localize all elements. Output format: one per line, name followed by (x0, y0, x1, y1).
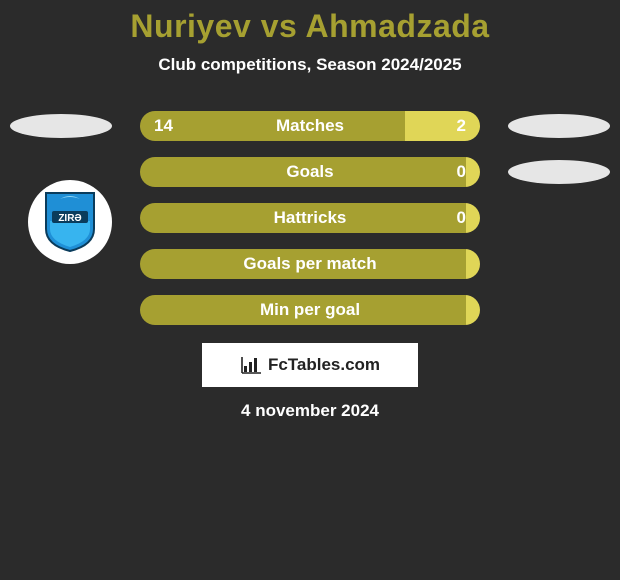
footer-date: 4 november 2024 (0, 401, 620, 421)
stat-bar: Goals per match (140, 249, 480, 279)
brand-text: FcTables.com (268, 355, 380, 375)
stat-bar-right (466, 249, 480, 279)
brand-footer: FcTables.com (202, 343, 418, 387)
title-vs: vs (261, 8, 298, 44)
subtitle: Club competitions, Season 2024/2025 (0, 55, 620, 75)
stat-bar-right: 2 (405, 111, 480, 141)
stat-bar-right (466, 295, 480, 325)
stat-bar-left (140, 203, 466, 233)
stat-bar-left: 14 (140, 111, 405, 141)
player-left-name: Nuriyev (130, 8, 251, 44)
stat-row: Min per goal (0, 287, 620, 333)
stat-row: 142Matches (0, 103, 620, 149)
stat-bar-left (140, 249, 466, 279)
stat-bar-left (140, 295, 466, 325)
zira-badge-icon: ZIRƏ (42, 191, 98, 253)
club-badge-left: ZIRƏ (28, 180, 112, 264)
stat-bar: 142Matches (140, 111, 480, 141)
stat-value-right: 0 (457, 208, 466, 228)
stat-bar: 0Goals (140, 157, 480, 187)
comparison-infographic: Nuriyev vs Ahmadzada Club competitions, … (0, 0, 620, 421)
page-title: Nuriyev vs Ahmadzada (0, 8, 620, 45)
stat-value-left: 14 (154, 116, 173, 136)
stat-bar-right: 0 (466, 203, 480, 233)
stat-bar-left (140, 157, 466, 187)
bar-chart-icon (240, 356, 262, 374)
player-right-marker (508, 160, 610, 184)
player-left-marker (10, 114, 112, 138)
stat-bar: 0Hattricks (140, 203, 480, 233)
stat-bar: Min per goal (140, 295, 480, 325)
stat-value-right: 2 (457, 116, 466, 136)
stat-bar-right: 0 (466, 157, 480, 187)
player-right-marker (508, 114, 610, 138)
player-right-name: Ahmadzada (305, 8, 489, 44)
svg-text:ZIRƏ: ZIRƏ (58, 213, 81, 224)
stat-value-right: 0 (457, 162, 466, 182)
